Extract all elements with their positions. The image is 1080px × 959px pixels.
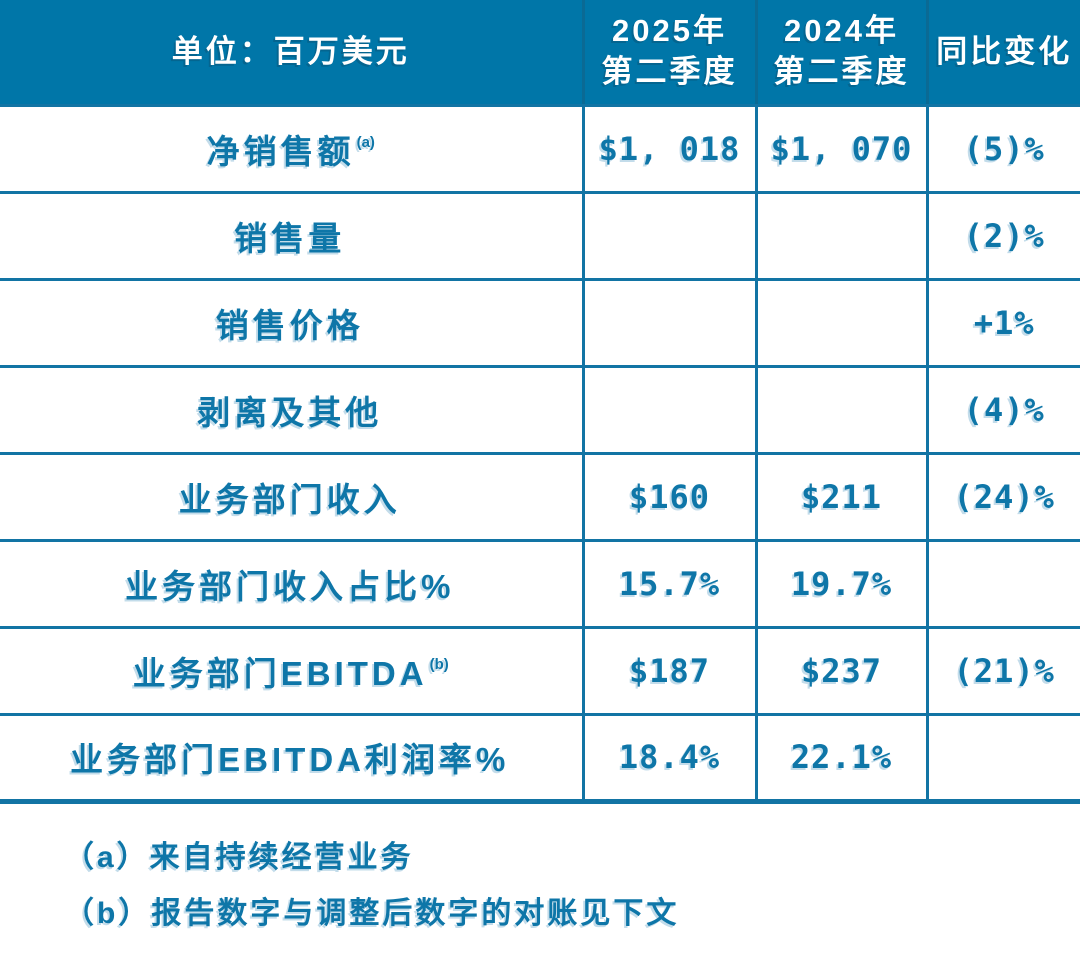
row-label-cell: 净销售额 (a) <box>0 105 583 194</box>
value-q2-2025: $160 <box>581 453 756 542</box>
value-q2-2024: $237 <box>754 627 927 716</box>
table-row-net-sales: 净销售额 (a) $1, 018 $1, 070 (5)% <box>0 105 1080 194</box>
value-q2-2025: $1, 018 <box>581 105 756 194</box>
value-yoy <box>925 714 1080 804</box>
table-row-sales-price: 销售价格 +1% <box>0 279 1080 368</box>
row-label: 业务部门收入占比% <box>125 567 455 605</box>
value-q2-2024: 19.7% <box>754 540 927 629</box>
table-row-segment-ebitda: 业务部门EBITDA (b) $187 $237 (21)% <box>0 627 1080 716</box>
value-q2-2024: 22.1% <box>754 714 927 804</box>
header-unit: 单位：百万美元 <box>0 0 583 107</box>
row-label: 剥离及其他 <box>197 393 383 431</box>
row-label-cell: 剥离及其他 <box>0 366 583 455</box>
footnotes: （a）来自持续经营业务 （b）报告数字与调整后数字的对账见下文 <box>64 838 1080 935</box>
value-q2-2025 <box>581 366 756 455</box>
footnote-marker-a: (a) <box>356 133 375 151</box>
value-yoy: (5)% <box>925 105 1080 194</box>
value-yoy: (24)% <box>925 453 1080 542</box>
table-row-segment-income: 业务部门收入 $160 $211 (24)% <box>0 453 1080 542</box>
row-label-cell: 业务部门EBITDA利润率% <box>0 714 583 804</box>
value-q2-2024: $1, 070 <box>754 105 927 194</box>
unit-label: 单位：百万美元 <box>171 33 410 69</box>
value-yoy: (4)% <box>925 366 1080 455</box>
value-q2-2024 <box>754 279 927 368</box>
value-q2-2025: 18.4% <box>581 714 756 804</box>
row-label: 业务部门收入 <box>178 480 401 518</box>
value-q2-2025: $187 <box>581 627 756 716</box>
row-label-cell: 业务部门EBITDA (b) <box>0 627 583 716</box>
value-q2-2024 <box>754 366 927 455</box>
header-q2-2024: 2024年 第二季度 <box>754 0 927 107</box>
row-label: 业务部门EBITDA <box>132 654 428 692</box>
table-row-divestitures-other: 剥离及其他 (4)% <box>0 366 1080 455</box>
row-label-cell: 业务部门收入占比% <box>0 540 583 629</box>
header-yoy-change: 同比变化 <box>925 0 1080 107</box>
header-q2-2025: 2025年 第二季度 <box>581 0 756 107</box>
value-q2-2025 <box>581 192 756 281</box>
value-q2-2025: 15.7% <box>581 540 756 629</box>
row-label: 销售价格 <box>215 306 364 344</box>
table-row-segment-income-margin: 业务部门收入占比% 15.7% 19.7% <box>0 540 1080 629</box>
row-label-cell: 销售量 <box>0 192 583 281</box>
row-label-cell: 销售价格 <box>0 279 583 368</box>
value-yoy <box>925 540 1080 629</box>
footnote-b: （b）报告数字与调整后数字的对账见下文 <box>64 897 680 930</box>
row-label: 净销售额 <box>206 132 355 170</box>
footnote-a: （a）来自持续经营业务 <box>64 840 414 874</box>
table-row-segment-ebitda-margin: 业务部门EBITDA利润率% 18.4% 22.1% <box>0 714 1080 804</box>
value-q2-2024 <box>754 192 927 281</box>
row-label: 业务部门EBITDA利润率% <box>70 741 510 778</box>
table-row-sales-volume: 销售量 (2)% <box>0 192 1080 281</box>
value-yoy: (21)% <box>925 627 1080 716</box>
footnote-marker-b: (b) <box>429 655 449 673</box>
value-q2-2025 <box>581 279 756 368</box>
financial-results-table: 单位：百万美元 2025年 第二季度 2024年 第二季度 同比变化 净销售额(… <box>0 0 1080 804</box>
value-q2-2024: $211 <box>754 453 927 542</box>
value-yoy: (2)% <box>925 192 1080 281</box>
row-label-cell: 业务部门收入 <box>0 453 583 542</box>
value-yoy: +1% <box>925 279 1080 368</box>
row-label: 销售量 <box>234 219 346 257</box>
table-header-row: 单位：百万美元 2025年 第二季度 2024年 第二季度 同比变化 <box>0 0 1080 107</box>
